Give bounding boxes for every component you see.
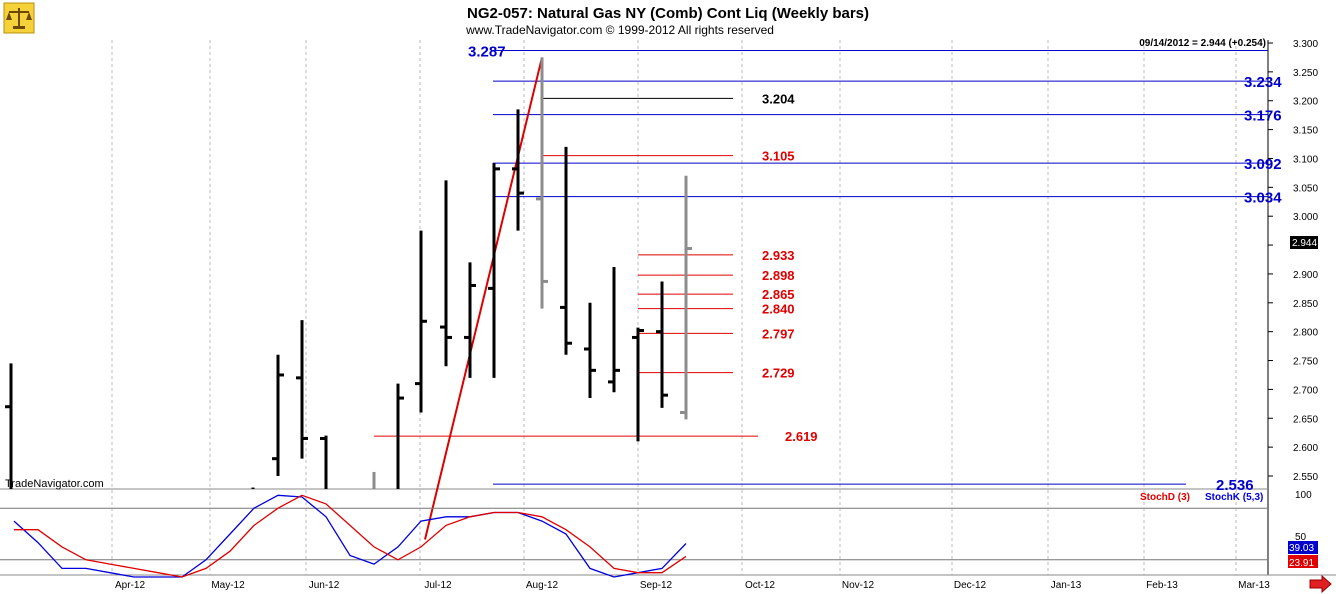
stoch-tick-100: 100 [1295,490,1312,501]
date-tick-label: May-12 [211,580,245,591]
scroll-right-arrow-icon[interactable] [1309,574,1332,594]
price-tick-label: 3.200 [1293,97,1318,108]
copyright-text: www.TradeNavigator.com © 1999-2012 All r… [465,23,774,37]
price-tick-label: 3.150 [1293,126,1318,137]
current-price-box [1290,236,1318,249]
date-tick-label: Jul-12 [424,580,452,591]
date-tick-label: Sep-12 [640,580,673,591]
legend-stochk: StochK (5,3) [1205,492,1263,503]
last-quote-text: 09/14/2012 = 2.944 (+0.254) [1139,38,1266,49]
watermark-text: TradeNavigator.com [5,478,104,490]
date-tick-label: Jan-13 [1051,580,1082,591]
price-tick-label: 3.300 [1293,39,1318,50]
chart-title: NG2-057: Natural Gas NY (Comb) Cont Liq … [467,5,869,22]
level-label: 2.797 [762,326,795,341]
date-tick-label: Dec-12 [954,580,987,591]
date-tick-label: Nov-12 [842,580,875,591]
price-tick-label: 2.850 [1293,299,1318,310]
date-tick-label: Oct-12 [745,580,775,591]
current-price-label: 2.944 [1292,238,1317,249]
level-label: 2.933 [762,248,795,263]
price-levels: 3.287 3.234 3.204 3.176 3.105 3.092 3.034 2.933… [374,44,1282,494]
ohlc-bars [5,57,692,489]
date-tick-label: Mar-13 [1238,580,1270,591]
level-label: 2.536 [1216,477,1254,494]
stochk-value-box [1288,541,1318,554]
stoch-tick-50: 50 [1295,532,1307,543]
date-tick-label: Feb-13 [1146,580,1178,591]
level-label: 3.092 [1244,156,1282,173]
stoch-series-d [14,494,687,578]
level-label: 2.619 [785,429,818,444]
level-label: 3.176 [1244,108,1282,125]
scales-logo-icon [3,2,35,34]
level-label: 3.034 [1244,190,1282,207]
price-tick-label: 3.000 [1293,212,1318,223]
level-label: 2.865 [762,287,795,302]
price-tick-label: 3.100 [1293,154,1318,165]
price-tick-label: 2.550 [1293,472,1318,483]
level-label: 2.840 [762,302,795,317]
level-label: 3.287 [468,44,506,61]
level-label: 2.729 [762,366,795,381]
stochk-value: 39.03 [1289,543,1314,554]
date-tick-label: Apr-12 [115,580,145,591]
price-tick-label: 2.700 [1293,385,1318,396]
stochd-value-box [1288,555,1318,568]
date-tick-label: Aug-12 [526,580,559,591]
trend-line [424,57,543,540]
legend-stochd: StochD (3) [1140,492,1190,503]
date-axis: Apr-12 May-12 Jun-12 Jul-12 Aug-12 Sep-12 Oct-… [115,580,1270,591]
price-tick-label: 2.750 [1293,357,1318,368]
trendline [424,57,543,540]
level-label: 3.204 [762,91,795,106]
level-label: 2.898 [762,268,795,283]
price-tick-label: 2.800 [1293,328,1318,339]
stochastic-panel [0,494,1268,578]
vertical-gridlines [111,40,1237,575]
stoch-series-k [13,494,687,578]
price-tick-label: 2.600 [1293,443,1318,454]
date-tick-label: Jun-12 [309,580,340,591]
price-tick-label: 3.050 [1293,183,1318,194]
level-label: 3.234 [1244,74,1282,91]
price-tick-label: 3.250 [1293,68,1318,79]
stochd-value: 23.91 [1289,558,1314,569]
price-tick-label: 2.900 [1293,270,1318,281]
price-tick-label: 2.650 [1293,414,1318,425]
level-label: 3.105 [762,149,795,164]
